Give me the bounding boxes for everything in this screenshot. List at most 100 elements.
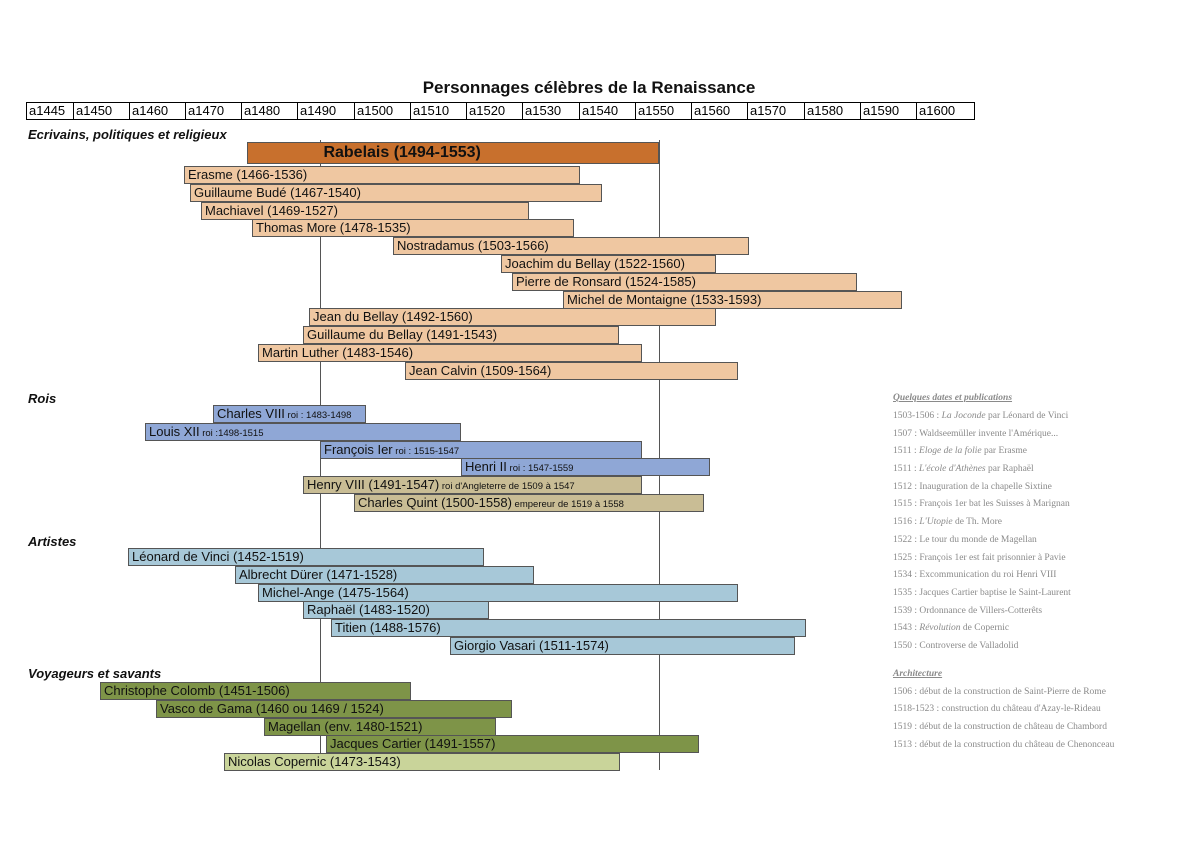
date-text: 1512 : Inauguration de la chapelle Sixti… xyxy=(893,481,1052,492)
date-text: par Erasme xyxy=(981,446,1027,457)
sidebar-notes: Quelques dates et publications 1503-1506… xyxy=(893,393,1193,757)
bar-label: Albrecht Dürer (1471-1528) xyxy=(239,567,398,582)
bar-label: Nostradamus (1503-1566) xyxy=(397,238,549,253)
x-tick-label: a1480 xyxy=(242,102,298,120)
bar-label: Charles VIII xyxy=(217,406,285,421)
timeline-bar: Raphaël (1483-1520) xyxy=(303,601,489,619)
timeline-bar: Christophe Colomb (1451-1506) xyxy=(100,682,411,700)
bar-label: Christophe Colomb (1451-1506) xyxy=(104,683,290,698)
bar-label: Erasme (1466-1536) xyxy=(188,167,308,182)
timeline-bar: Erasme (1466-1536) xyxy=(184,166,580,184)
reference-line xyxy=(659,140,660,770)
bar-label: Guillaume Budé (1467-1540) xyxy=(194,185,361,200)
date-item: 1522 : Le tour du monde de Magellan xyxy=(893,535,1193,553)
x-tick-label: a1460 xyxy=(130,102,186,120)
section-heading: Ecrivains, politiques et religieux xyxy=(28,127,227,142)
bar-label: Guillaume du Bellay (1491-1543) xyxy=(307,327,498,342)
architecture-item: 1518-1523 : construction du château d'Az… xyxy=(893,704,1101,715)
work-title: La Joconde xyxy=(941,411,986,421)
x-tick-label: a1490 xyxy=(298,102,355,120)
work-title: L'Utopie xyxy=(919,517,953,528)
date-item: 1507 : Waldseemüller invente l'Amérique.… xyxy=(893,429,1193,447)
x-tick-label: a1470 xyxy=(186,102,242,120)
architecture-item: 1513 : début de la construction du châte… xyxy=(893,739,1115,750)
bar-label: Michel de Montaigne (1533-1593) xyxy=(567,292,762,307)
timeline-bar: Martin Luther (1483-1546) xyxy=(258,344,642,362)
timeline-bar: Charles VIII roi : 1483-1498 xyxy=(213,405,366,423)
bar-label: Rabelais (1494-1553) xyxy=(323,144,481,161)
x-tick-label: a1445 xyxy=(26,102,74,120)
timeline-bar: Guillaume du Bellay (1491-1543) xyxy=(303,326,619,344)
timeline-bar: Jean Calvin (1509-1564) xyxy=(405,362,738,380)
date-text: par Léonard de Vinci xyxy=(985,411,1069,421)
date-text: par Raphaël xyxy=(985,464,1034,475)
timeline-bar: Léonard de Vinci (1452-1519) xyxy=(128,548,484,566)
bar-label: Giorgio Vasari (1511-1574) xyxy=(454,638,609,653)
timeline-bar: Rabelais (1494-1553) xyxy=(247,142,659,164)
date-text: 1515 : François 1er bat les Suisses à Ma… xyxy=(893,499,1070,510)
bar-note: roi d'Angleterre de 1509 à 1547 xyxy=(439,481,575,492)
timeline-bar: Henri II roi : 1547-1559 xyxy=(461,458,710,476)
work-title: Révolution xyxy=(919,623,961,634)
timeline-bar: Louis XII roi :1498-1515 xyxy=(145,423,461,441)
x-tick-label: a1600 xyxy=(917,102,975,120)
bar-label: Martin Luther (1483-1546) xyxy=(262,345,414,360)
bar-label: Louis XII xyxy=(149,424,200,439)
timeline-bar: Thomas More (1478-1535) xyxy=(252,219,574,237)
bar-label: Joachim du Bellay (1522-1560) xyxy=(505,256,685,271)
timeline-bar: François Ier roi : 1515-1547 xyxy=(320,441,642,459)
timeline-bar: Michel de Montaigne (1533-1593) xyxy=(563,291,902,309)
bar-label: Léonard de Vinci (1452-1519) xyxy=(132,549,304,564)
bar-label: Henry VIII (1491-1547) xyxy=(307,477,440,492)
bar-note: roi : 1547-1559 xyxy=(506,463,574,474)
x-tick-label: a1560 xyxy=(692,102,748,120)
timeline-bar: Machiavel (1469-1527) xyxy=(201,202,529,220)
dates-heading: Quelques dates et publications xyxy=(893,393,1013,403)
bar-label: Charles Quint (1500-1558) xyxy=(358,495,512,510)
x-tick-label: a1540 xyxy=(580,102,636,120)
timeline-bar: Magellan (env. 1480-1521) xyxy=(264,718,496,736)
date-text: 1522 : Le tour du monde de Magellan xyxy=(893,534,1037,545)
x-tick-label: a1530 xyxy=(523,102,580,120)
date-text: de Copernic xyxy=(960,623,1010,634)
x-tick-label: a1510 xyxy=(411,102,467,120)
date-text: 1507 : Waldseemüller invente l'Amérique.… xyxy=(893,428,1059,439)
bar-label: Jean Calvin (1509-1564) xyxy=(409,363,552,378)
bar-label: Vasco de Gama (1460 ou 1469 / 1524) xyxy=(160,701,384,716)
date-item: 1534 : Excommunication du roi Henri VIII xyxy=(893,570,1193,588)
timeline-bar: Giorgio Vasari (1511-1574) xyxy=(450,637,795,655)
bar-note: roi : 1483-1498 xyxy=(284,410,352,421)
x-tick-label: a1450 xyxy=(74,102,130,120)
x-tick-label: a1550 xyxy=(636,102,692,120)
bar-note: roi : 1515-1547 xyxy=(392,446,460,457)
bar-label: Nicolas Copernic (1473-1543) xyxy=(228,754,401,769)
date-item: 1503-1506 : La Joconde par Léonard de Vi… xyxy=(893,411,1193,429)
dates-list: 1503-1506 : La Joconde par Léonard de Vi… xyxy=(893,411,1193,659)
bar-label: Michel-Ange (1475-1564) xyxy=(262,585,409,600)
date-text: de Th. More xyxy=(952,517,1002,528)
timeline-bar: Michel-Ange (1475-1564) xyxy=(258,584,738,602)
timeline-bar: Vasco de Gama (1460 ou 1469 / 1524) xyxy=(156,700,512,718)
timeline-bar: Titien (1488-1576) xyxy=(331,619,806,637)
bar-label: Pierre de Ronsard (1524-1585) xyxy=(516,274,696,289)
timeline-bar: Charles Quint (1500-1558) empereur de 15… xyxy=(354,494,704,512)
work-title: Eloge de la folie xyxy=(919,446,982,457)
date-item: 1535 : Jacques Cartier baptise le Saint-… xyxy=(893,588,1193,606)
architecture-heading: Architecture xyxy=(893,668,943,679)
timeline-bar: Jean du Bellay (1492-1560) xyxy=(309,308,716,326)
architecture-list: 1506 : début de la construction de Saint… xyxy=(893,687,1193,758)
bar-label: Magellan (env. 1480-1521) xyxy=(268,719,423,734)
x-tick-label: a1570 xyxy=(748,102,805,120)
bar-note: roi :1498-1515 xyxy=(199,428,264,439)
bar-label: François Ier xyxy=(324,442,393,457)
date-text: 1534 : Excommunication du roi Henri VIII xyxy=(893,570,1057,581)
date-text: 1511 : xyxy=(893,464,920,475)
bar-label: Jacques Cartier (1491-1557) xyxy=(330,736,496,751)
x-tick-label: a1500 xyxy=(355,102,411,120)
date-item: 1550 : Controverse de Valladolid xyxy=(893,641,1193,659)
date-text: 1539 : Ordonnance de Villers-Cotterêts xyxy=(893,605,1043,616)
timeline-bar: Henry VIII (1491-1547) roi d'Angleterre … xyxy=(303,476,642,494)
date-item: 1515 : François 1er bat les Suisses à Ma… xyxy=(893,499,1193,517)
work-title: L'école d'Athènes xyxy=(919,464,986,475)
date-item: 1525 : François 1er est fait prisonnier … xyxy=(893,553,1193,571)
